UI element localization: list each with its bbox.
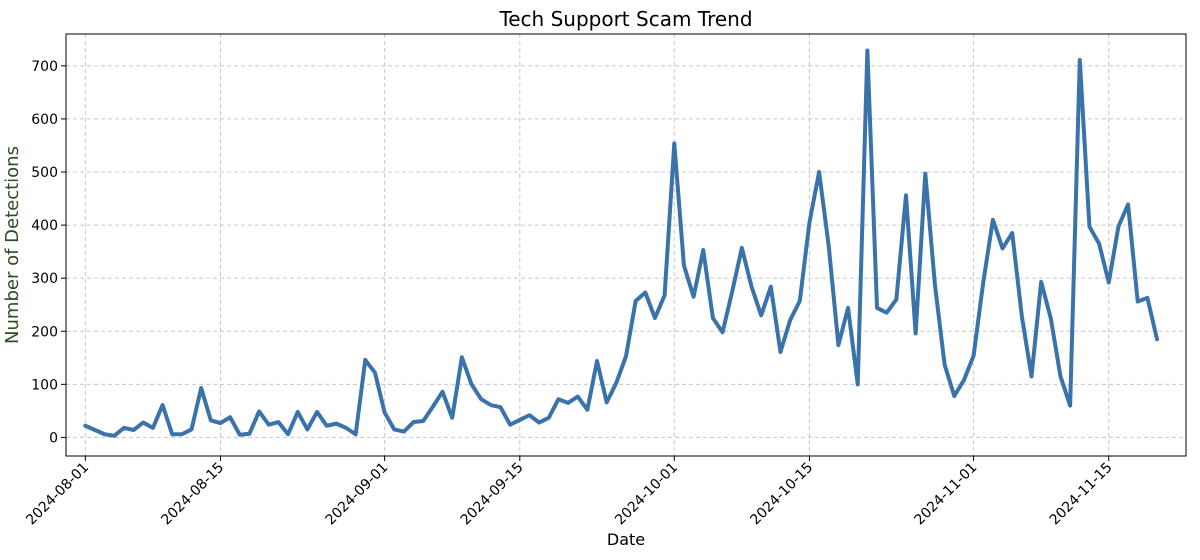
x-tick-label: 2024-10-01: [612, 460, 681, 529]
x-tick-label: 2024-09-15: [458, 460, 527, 529]
x-tick-label: 2024-11-15: [1047, 460, 1116, 529]
y-tick-label: 200: [31, 324, 58, 340]
y-tick-label: 0: [49, 430, 58, 446]
y-tick-label: 600: [31, 112, 58, 128]
y-axis: 0 100 200 300 400 500 600 700: [31, 59, 66, 446]
grid-layer: [66, 34, 1186, 456]
x-axis: 2024-08-01 2024-08-15 2024-09-01 2024-09-15…: [23, 456, 1116, 529]
x-tick-label: 2024-08-01: [23, 460, 92, 529]
y-tick-label: 700: [31, 59, 58, 75]
y-tick-label: 500: [31, 165, 58, 181]
plot-frame: [65, 33, 1187, 457]
series-layer: [83, 48, 1160, 438]
x-axis-label: Date: [607, 530, 645, 549]
y-axis-label: Number of Detections: [2, 146, 23, 344]
y-tick-label: 100: [31, 377, 58, 393]
x-tick-label: 2024-09-01: [323, 460, 392, 529]
x-tick-label: 2024-10-15: [747, 460, 816, 529]
chart-title: Tech Support Scam Trend: [498, 7, 752, 31]
series-line: [83, 48, 1160, 438]
x-tick-label: 2024-11-01: [912, 460, 981, 529]
y-tick-label: 300: [31, 271, 58, 287]
x-tick-label: 2024-08-15: [158, 460, 227, 529]
y-tick-label: 400: [31, 218, 58, 234]
